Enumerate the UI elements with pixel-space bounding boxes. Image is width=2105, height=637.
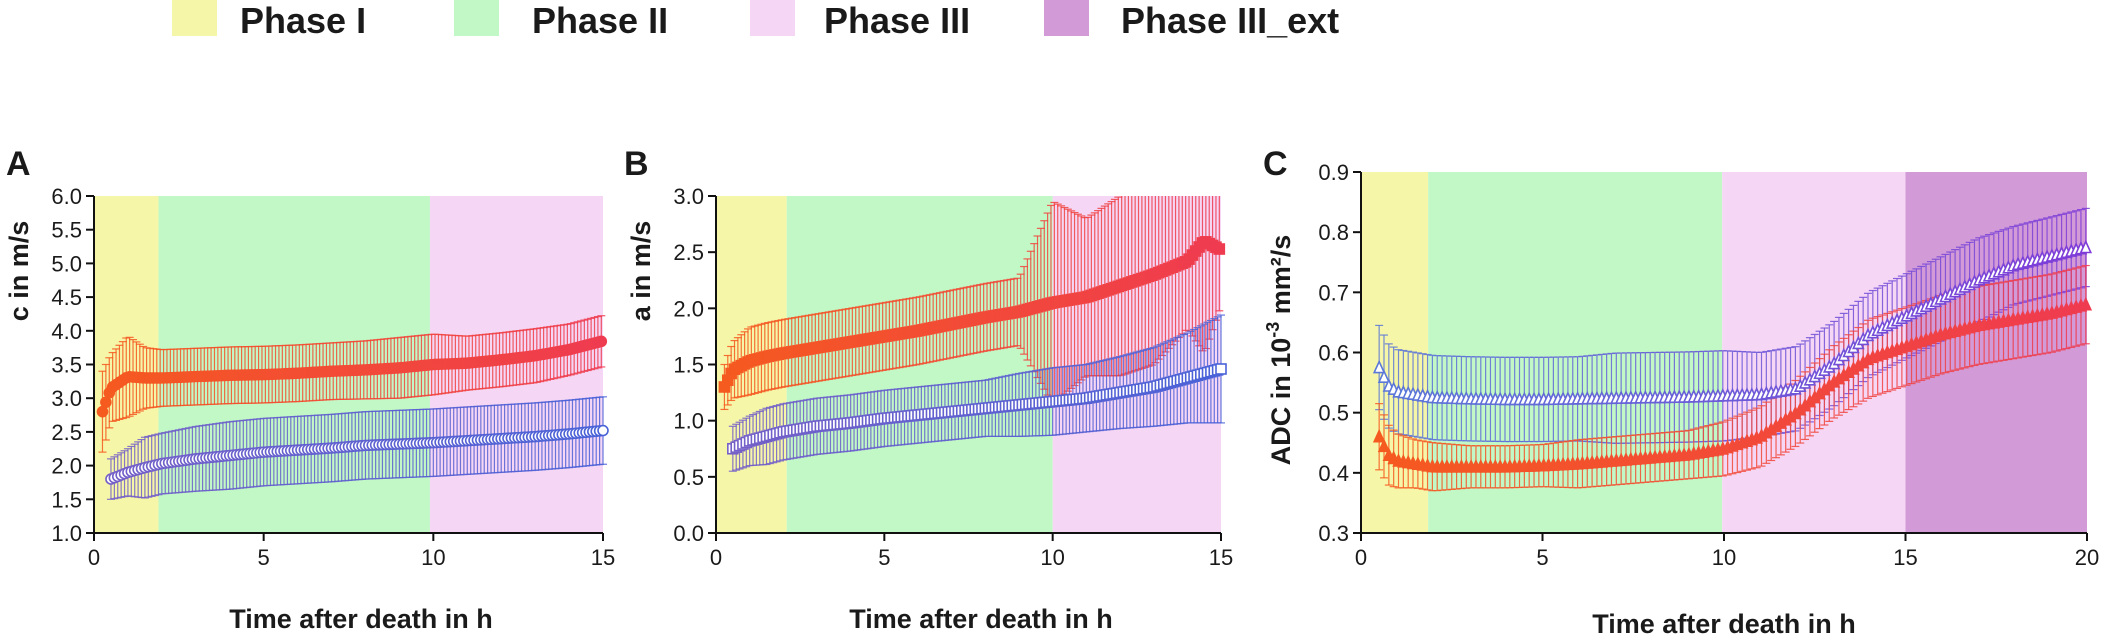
y-tick-label-a-10: 6.0	[51, 184, 82, 209]
legend-item-phase-2: Phase II	[454, 0, 668, 41]
x-tick-label-a-1: 5	[258, 545, 270, 570]
y-tick-label-a-9: 5.5	[51, 218, 82, 243]
y-tick-label-c-5: 0.8	[1318, 220, 1349, 245]
x-tick-label-a-2: 10	[421, 545, 445, 570]
y-tick-label-a-7: 4.5	[51, 285, 82, 310]
y-tick-label-b-6: 3.0	[673, 184, 704, 209]
y-axis-title-c-main: ADC in 10	[1266, 338, 1296, 466]
legend-item-phase-3: Phase III	[750, 0, 970, 41]
y-tick-label-c-1: 0.4	[1318, 461, 1349, 486]
panel-label-c: C	[1263, 145, 1288, 183]
y-tick-label-b-3: 1.5	[673, 353, 704, 378]
data-point-c-s1-1	[1377, 369, 1391, 383]
legend-label-phase-2: Phase II	[532, 0, 668, 41]
data-point-a-s1-147	[595, 335, 608, 348]
y-axis-title-a: c in m/s	[4, 221, 34, 322]
panel-label-a: A	[6, 145, 31, 183]
data-point-c-s2-146	[2079, 296, 2093, 311]
legend-swatch-phase-3	[750, 0, 795, 36]
y-axis-title-c-sup: -3	[1263, 322, 1283, 338]
x-tick-label-a-0: 0	[88, 545, 100, 570]
y-tick-label-a-1: 1.5	[51, 487, 82, 512]
x-axis-title-a: Time after death in h	[229, 604, 493, 634]
x-tick-label-c-2: 10	[1712, 545, 1736, 570]
y-tick-label-b-0: 0.0	[673, 521, 704, 546]
x-tick-label-a-3: 15	[591, 545, 615, 570]
y-tick-label-a-5: 3.5	[51, 353, 82, 378]
legend-label-phase-1: Phase I	[240, 0, 366, 41]
y-tick-label-a-2: 2.0	[51, 454, 82, 479]
x-tick-label-b-3: 15	[1209, 545, 1233, 570]
legend-label-phase-3: Phase III	[824, 0, 970, 41]
y-tick-label-c-2: 0.5	[1318, 401, 1349, 426]
legend-item-phase-3-ext: Phase III_ext	[1044, 0, 1339, 41]
panel-label-b: B	[624, 145, 649, 183]
data-point-b-s1-147	[1213, 243, 1226, 255]
y-tick-label-a-0: 1.0	[51, 521, 82, 546]
y-axis-title-b: a in m/s	[626, 221, 656, 322]
y-tick-label-b-5: 2.5	[673, 240, 704, 265]
x-axis-title-c: Time after death in h	[1592, 609, 1856, 637]
legend-label-phase-3-ext: Phase III_ext	[1121, 0, 1339, 41]
x-tick-label-c-4: 20	[2075, 545, 2099, 570]
legend: Phase I Phase II Phase III Phase III_ext	[172, 0, 1339, 41]
data-point-a-s1-1	[100, 396, 112, 409]
legend-item-phase-1: Phase I	[172, 0, 366, 41]
y-tick-label-a-4: 3.0	[51, 386, 82, 411]
x-tick-label-c-3: 15	[1893, 545, 1917, 570]
y-tick-label-b-1: 0.5	[673, 465, 704, 490]
data-point-a-s2-145	[597, 424, 609, 437]
x-axis-title-b: Time after death in h	[849, 604, 1113, 634]
data-point-c-s2-1	[1377, 438, 1391, 453]
x-tick-label-b-2: 10	[1040, 545, 1064, 570]
y-tick-label-a-3: 2.5	[51, 420, 82, 445]
phase-band-c-4	[1905, 172, 2087, 533]
data-point-a-s1-0	[96, 405, 109, 418]
data-point-c-s2-0	[1372, 428, 1386, 443]
panel-b: B 0 5 10 15 0.0 0.5 1.0 1.5 2.0 2.5 3.0 Time after…	[624, 145, 1233, 634]
y-tick-label-a-6: 4.0	[51, 319, 82, 344]
x-tick-label-b-1: 5	[878, 545, 890, 570]
y-axis-title-c-tail: mm²/s	[1266, 235, 1296, 322]
data-point-b-s2-145	[1215, 363, 1227, 375]
legend-swatch-phase-1	[172, 0, 217, 36]
y-tick-label-b-4: 2.0	[673, 296, 704, 321]
y-tick-label-c-0: 0.3	[1318, 521, 1349, 546]
x-tick-label-c-0: 0	[1355, 545, 1367, 570]
legend-swatch-phase-3-ext	[1044, 0, 1089, 36]
y-axis-title-c: ADC in 10-3 mm²/s	[1263, 235, 1296, 466]
data-point-c-s1-146	[2079, 239, 2093, 254]
x-tick-label-c-1: 5	[1536, 545, 1548, 570]
y-tick-label-b-2: 1.0	[673, 409, 704, 434]
y-tick-label-a-8: 5.0	[51, 251, 82, 276]
y-tick-label-c-4: 0.7	[1318, 280, 1349, 305]
legend-swatch-phase-2	[454, 0, 499, 36]
panel-a: A 0 5 10 15 1.0 1.5 2.0 2.5 3.0 3.5 4.0 4.5 5.0 5.5 6.…	[4, 145, 615, 634]
y-tick-label-c-3: 0.6	[1318, 341, 1349, 366]
data-point-c-s1-0	[1372, 359, 1386, 374]
y-tick-label-c-6: 0.9	[1318, 160, 1349, 185]
panel-c: C 0 5 10 15 20 0.3 0.4 0.5 0.6 0.7 0.8 0.9 Time aft…	[1263, 145, 2099, 637]
x-tick-label-b-0: 0	[710, 545, 722, 570]
